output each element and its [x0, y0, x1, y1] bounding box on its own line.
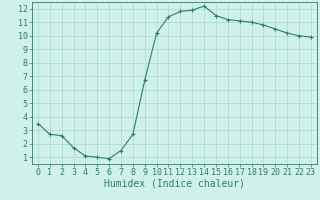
- X-axis label: Humidex (Indice chaleur): Humidex (Indice chaleur): [104, 179, 245, 189]
